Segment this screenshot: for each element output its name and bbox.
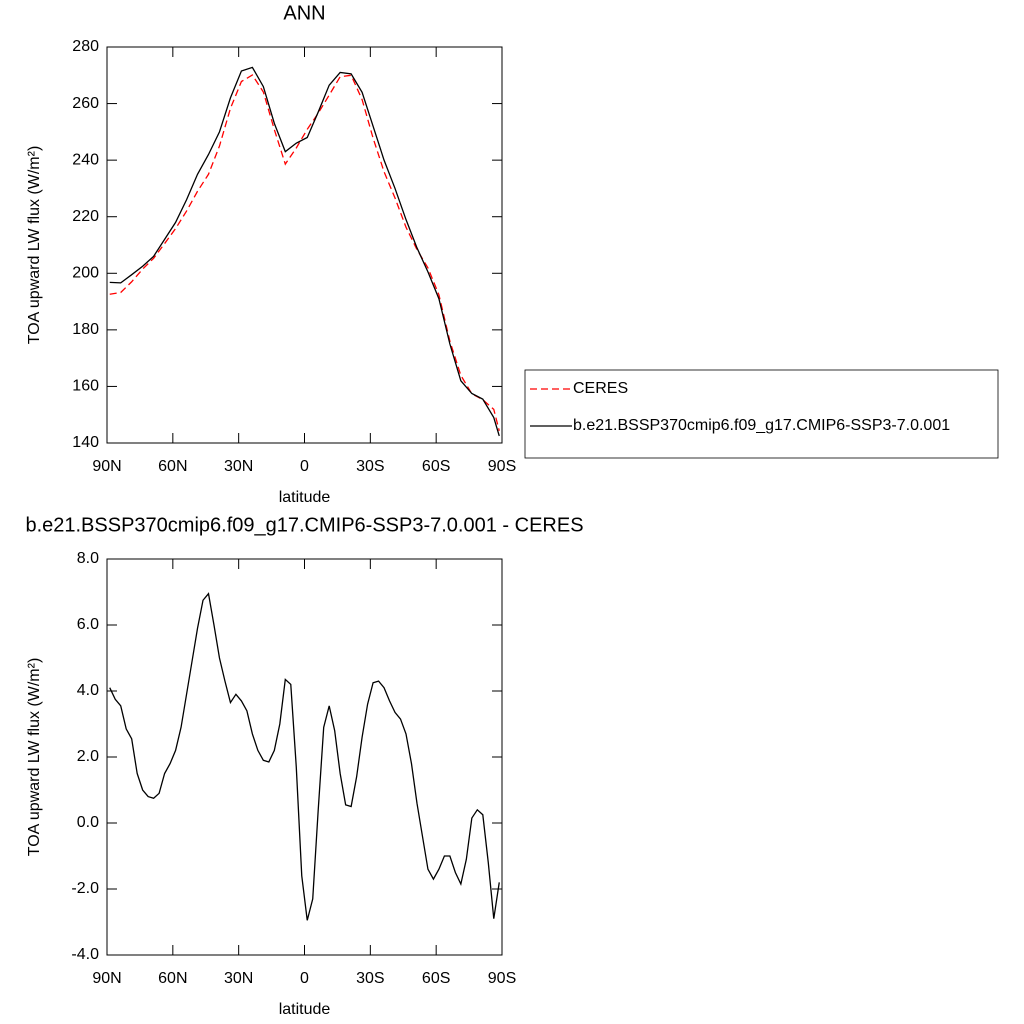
plot-frame bbox=[106, 46, 503, 444]
legend-label: CERES bbox=[573, 380, 628, 397]
x-tick-label: 30N bbox=[224, 458, 253, 475]
y-axis-label: TOA upward LW flux (W/m²) bbox=[26, 658, 43, 857]
y-tick-label: 160 bbox=[72, 378, 99, 395]
y-tick-label: -2.0 bbox=[71, 880, 99, 897]
y-tick-label: 200 bbox=[72, 265, 99, 282]
y-tick-label: 140 bbox=[72, 434, 99, 451]
x-tick-label: 30S bbox=[356, 458, 384, 475]
y-tick-label: 260 bbox=[72, 95, 99, 112]
x-tick-label: 60S bbox=[422, 458, 450, 475]
y-tick-label: 6.0 bbox=[77, 616, 99, 633]
x-tick-label: 60S bbox=[422, 970, 450, 987]
x-tick-label: 60N bbox=[158, 970, 187, 987]
data-line bbox=[109, 74, 500, 432]
x-tick-label: 60N bbox=[158, 458, 187, 475]
x-tick-label: 90N bbox=[92, 970, 121, 987]
x-tick-label: 30N bbox=[224, 970, 253, 987]
legend-label: b.e21.BSSP370cmip6.f09_g17.CMIP6-SSP3-7.… bbox=[573, 417, 950, 434]
legend-box bbox=[524, 369, 999, 459]
x-tick-label: 90S bbox=[488, 458, 516, 475]
y-tick-label: -4.0 bbox=[71, 946, 99, 963]
y-tick-label: 0.0 bbox=[77, 814, 99, 831]
x-tick-label: 0 bbox=[300, 970, 309, 987]
chart-title: b.e21.BSSP370cmip6.f09_g17.CMIP6-SSP3-7.… bbox=[25, 514, 583, 536]
y-tick-label: 220 bbox=[72, 208, 99, 225]
y-tick-label: 280 bbox=[72, 38, 99, 55]
chart-title: ANN bbox=[283, 2, 325, 24]
y-tick-label: 180 bbox=[72, 321, 99, 338]
y-tick-label: 8.0 bbox=[77, 550, 99, 567]
y-tick-label: 240 bbox=[72, 151, 99, 168]
x-tick-label: 0 bbox=[300, 458, 309, 475]
x-axis-label: latitude bbox=[279, 1001, 331, 1018]
x-axis-label: latitude bbox=[279, 489, 331, 506]
data-line bbox=[109, 592, 500, 921]
y-axis-label: TOA upward LW flux (W/m²) bbox=[26, 146, 43, 345]
x-tick-label: 30S bbox=[356, 970, 384, 987]
x-tick-label: 90S bbox=[488, 970, 516, 987]
y-tick-label: 2.0 bbox=[77, 748, 99, 765]
y-tick-label: 4.0 bbox=[77, 682, 99, 699]
x-tick-label: 90N bbox=[92, 458, 121, 475]
data-line bbox=[109, 66, 500, 437]
